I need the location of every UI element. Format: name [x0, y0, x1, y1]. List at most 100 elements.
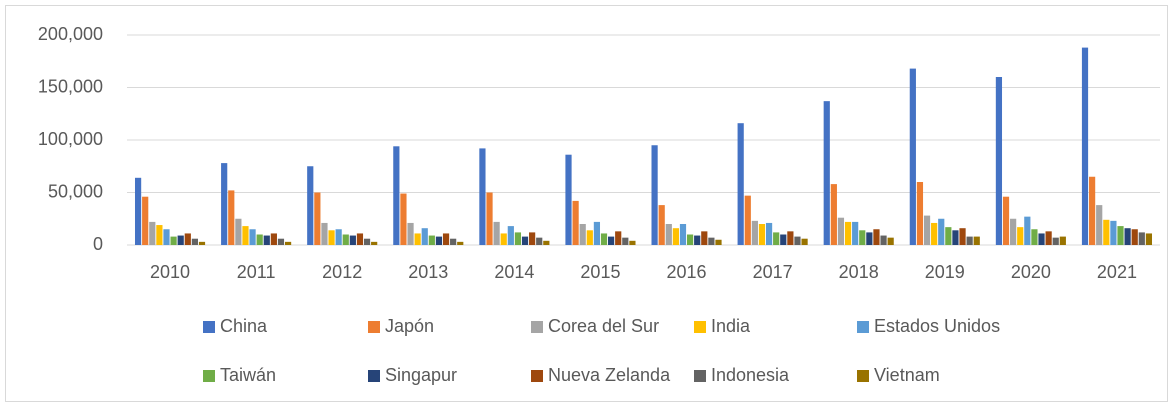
bar	[184, 233, 191, 245]
bar	[586, 230, 593, 245]
legend-swatch	[531, 321, 543, 333]
x-tick-label: 2019	[925, 262, 965, 282]
bar	[486, 192, 493, 245]
bar	[149, 221, 156, 245]
bar	[887, 237, 894, 245]
bar	[500, 233, 507, 245]
bar	[830, 184, 837, 245]
chart-border	[5, 5, 1168, 402]
legend-swatch	[203, 370, 215, 382]
bar	[737, 123, 744, 245]
bar	[221, 163, 228, 245]
bar	[572, 200, 579, 245]
x-tick-label: 2020	[1011, 262, 1051, 282]
bar	[349, 235, 356, 245]
bar	[400, 193, 407, 245]
bar	[658, 205, 665, 245]
bar	[256, 234, 263, 245]
legend-label: Japón	[385, 316, 434, 336]
legend-label: Estados Unidos	[874, 316, 1000, 336]
bar	[672, 228, 679, 245]
bar	[794, 236, 801, 245]
bar	[314, 192, 321, 245]
bar	[414, 233, 421, 245]
bar	[787, 231, 794, 245]
bar	[163, 229, 170, 245]
legend-label: Corea del Sur	[548, 316, 659, 336]
legend-label: Indonesia	[711, 365, 790, 385]
legend-swatch	[694, 321, 706, 333]
bar	[407, 222, 414, 245]
bar	[615, 231, 622, 245]
legend-swatch	[857, 321, 869, 333]
bar	[435, 236, 443, 245]
x-tick-label: 2011	[237, 262, 276, 282]
bar	[493, 221, 500, 245]
bar	[579, 224, 586, 245]
bar	[421, 228, 428, 245]
legend-swatch	[531, 370, 543, 382]
bar	[959, 228, 966, 245]
bar	[1002, 196, 1010, 245]
bar	[873, 229, 880, 245]
legend-label: China	[220, 316, 268, 336]
bar	[629, 240, 636, 245]
bar	[371, 241, 378, 245]
bar	[191, 238, 198, 245]
x-tick-label: 2015	[580, 262, 620, 282]
bar	[1059, 236, 1066, 245]
bar	[321, 222, 328, 245]
bar	[909, 68, 916, 245]
legend-label: Nueva Zelanda	[548, 365, 671, 385]
y-tick-label: 50,000	[48, 181, 103, 201]
bar	[1024, 216, 1031, 245]
bar	[263, 235, 270, 245]
bar	[198, 241, 206, 245]
bar	[1103, 219, 1110, 245]
x-tick-label: 2021	[1097, 262, 1137, 282]
bar	[931, 222, 938, 245]
bar	[773, 232, 780, 245]
bar	[442, 233, 450, 245]
bar	[1096, 205, 1103, 245]
bar	[393, 146, 400, 245]
bar	[923, 215, 931, 245]
bar	[651, 145, 658, 245]
bar	[342, 234, 349, 245]
bar	[1045, 231, 1052, 245]
bar	[758, 224, 766, 245]
legend-swatch	[368, 321, 380, 333]
bar	[837, 217, 845, 245]
bar	[479, 148, 486, 245]
bar	[708, 237, 715, 245]
bar	[859, 230, 866, 245]
legend-label: Taiwán	[220, 365, 276, 385]
bar	[1117, 226, 1124, 245]
legend-label: India	[711, 316, 751, 336]
x-tick-label: 2016	[667, 262, 707, 282]
bar	[249, 229, 256, 245]
bar	[457, 241, 464, 245]
bar	[328, 230, 335, 245]
bar	[1010, 218, 1017, 245]
bar	[307, 166, 314, 245]
legend-label: Singapur	[385, 365, 457, 385]
bar	[565, 154, 572, 245]
bar	[228, 190, 235, 245]
bar	[142, 196, 149, 245]
bar	[715, 239, 722, 245]
bar	[1131, 229, 1138, 245]
legend-swatch	[857, 370, 869, 382]
bar	[938, 218, 945, 245]
bar	[823, 101, 830, 246]
bar	[270, 233, 277, 245]
x-tick-label: 2014	[494, 262, 534, 282]
bar	[335, 229, 342, 245]
bar	[751, 220, 758, 245]
bar	[536, 237, 543, 245]
legend-swatch	[203, 321, 215, 333]
bar	[801, 238, 808, 245]
x-tick-label: 2012	[322, 262, 362, 282]
x-tick-label: 2018	[839, 262, 879, 282]
bar	[1110, 220, 1117, 245]
